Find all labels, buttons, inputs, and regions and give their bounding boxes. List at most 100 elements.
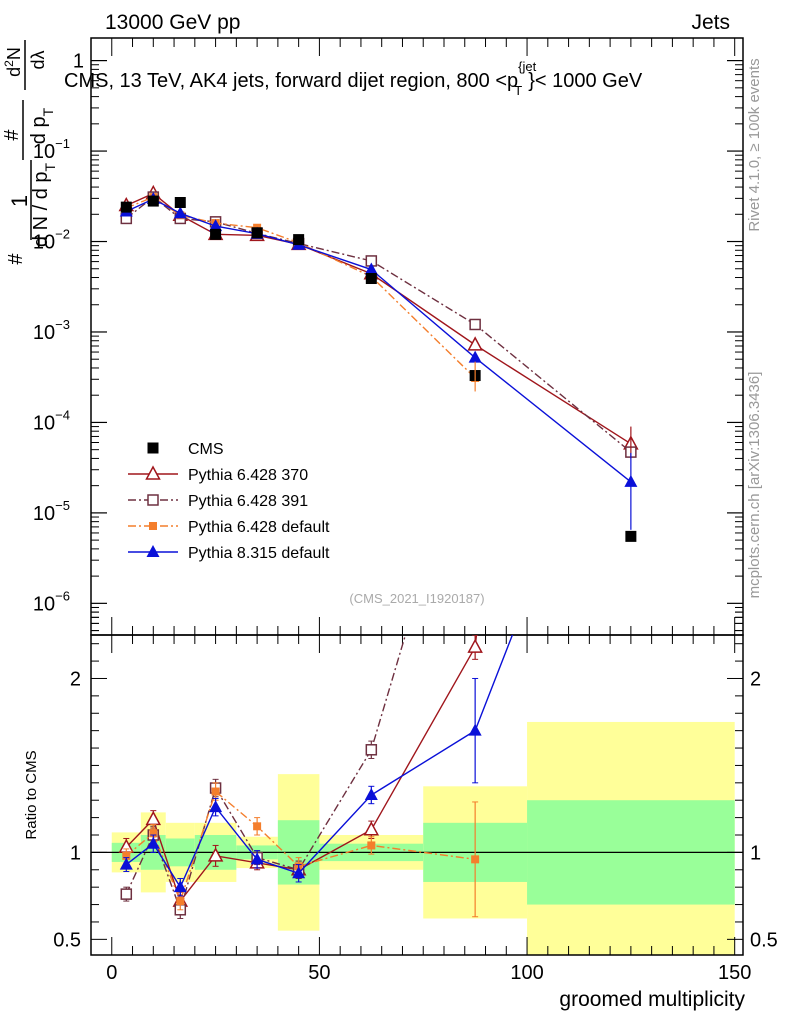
ratio-point-s2-6 [365, 744, 378, 756]
ratio-tick-label-left-2: 2 [70, 668, 81, 690]
tick-base: 10 [33, 593, 55, 615]
main-tick-label-4: 10−4 [33, 407, 70, 434]
main-series-layer [118, 184, 639, 542]
ylabel-num: 1 [7, 195, 32, 207]
ratio-point-s3-6 [367, 841, 376, 850]
ylabel-den-text: d N / d p [30, 171, 52, 247]
ratio-series-layer [118, 635, 514, 919]
series-line-1 [126, 192, 632, 445]
legend-label-1: Pythia 6.428 370 [188, 467, 308, 484]
legend-label-0: CMS [188, 441, 224, 458]
y-axis-label: 1 # d N / d pT # d pT d2N dλ [1, 40, 58, 265]
ratio-point-s4-4 [250, 852, 264, 865]
main-point-s0-0 [120, 201, 132, 213]
main-point-s0-3 [210, 228, 222, 240]
main-tick-label-6: 10−6 [33, 588, 70, 615]
main-tick-label-1: 10−1 [33, 136, 70, 163]
main-point-s0-4 [251, 227, 263, 239]
tick-exp: −5 [55, 498, 70, 513]
x-tick-label-0: 0 [106, 962, 117, 984]
ratio-point-s4-7 [468, 723, 482, 736]
tick-base: 10 [33, 503, 55, 525]
main-point-s4-3 [209, 219, 223, 232]
legend-label-3: Pythia 6.428 default [188, 519, 330, 536]
ratio-point-s1-3 [207, 847, 224, 862]
x-tick-label-2: 100 [510, 962, 543, 984]
main-point-s0-5 [293, 234, 305, 246]
legend-marker-3 [149, 522, 157, 530]
main-tick-label-3: 10−3 [33, 317, 70, 344]
ratio-uncertainty-bands [91, 721, 743, 955]
main-point-s0-6 [365, 273, 377, 285]
title-sub: T [514, 83, 522, 98]
legend-label-2: Pythia 6.428 391 [188, 493, 308, 510]
main-point-s4-6 [364, 262, 378, 275]
tick-exp: −1 [55, 136, 70, 151]
ylabel-d2n-n: N [4, 47, 24, 60]
ratio-point-s2-0 [120, 888, 133, 900]
title-sup: {jet [518, 59, 536, 74]
ylabel-deriv-den-sub: T [40, 107, 56, 116]
ratio-point-s4-1 [146, 836, 160, 849]
title-end: }< 1000 GeV [528, 70, 643, 92]
ratio-point-s4-6 [364, 788, 378, 800]
ratio-ylabel: Ratio to CMS [23, 750, 40, 839]
legend-marker-0 [147, 442, 159, 454]
mcplots-label: mcplots.cern.ch [arXiv:1306.3436] [746, 372, 763, 599]
ratio-point-s1-7 [467, 638, 483, 653]
ratio-point-s3-2 [176, 897, 185, 906]
main-point-s4-7 [468, 350, 482, 363]
tick-exp: −6 [55, 588, 70, 603]
ylabel-hash: # [5, 253, 27, 265]
main-point-s0-8 [625, 530, 637, 542]
ratio-point-s4-5 [292, 866, 306, 879]
ratio-point-s1-6 [363, 821, 380, 836]
legend-label-4: Pythia 8.315 default [188, 545, 330, 562]
x-axis-label: groomed multiplicity [559, 988, 745, 1011]
ratio-point-s3-7 [471, 855, 480, 864]
tick-exp: −3 [55, 317, 70, 332]
ratio-tick-label-right-1: 1 [750, 842, 761, 864]
tick-base: 10 [33, 322, 55, 344]
header-jets: Jets [691, 11, 730, 34]
legend-marker-4 [146, 545, 160, 557]
main-y-ticks: 110−110−210−310−410−510−6 [33, 51, 743, 632]
ylabel-deriv-den-text: d p [28, 116, 50, 144]
tick-base: 1 [73, 51, 84, 73]
ratio-point-s4-3 [209, 800, 223, 813]
ylabel-deriv-den: d pT [28, 107, 56, 144]
ylabel-dlambda: dλ [28, 50, 48, 69]
ratio-tick-label-right-0: 0.5 [750, 929, 778, 951]
legend-marker-2 [147, 494, 159, 506]
tick-exp: −4 [55, 407, 70, 422]
ratio-point-s3-0 [122, 851, 131, 860]
main-tick-label-2: 10−2 [33, 227, 70, 254]
main-point-s4-2 [173, 206, 187, 219]
legend-marker-1 [145, 465, 161, 480]
ratio-tick-label-right-2: 2 [750, 668, 761, 690]
ratio-clipped-group [118, 635, 514, 919]
x-ticks: 0 50 100 150 [106, 38, 751, 984]
ratio-frame [90, 634, 744, 956]
ylabel-d2n-sup: 2 [2, 60, 16, 67]
chart-title: CMS, 13 TeV, AK4 jets, forward dijet reg… [64, 59, 643, 98]
ylabel-den-sub: T [42, 162, 58, 171]
analysis-watermark: (CMS_2021_I1920187) [349, 591, 484, 606]
ratio-point-s4-0 [119, 857, 133, 870]
series-line-4 [126, 198, 632, 483]
series-line-3 [126, 196, 476, 379]
ratio-tick-label-left-1: 1 [70, 842, 81, 864]
tick-base: 10 [33, 141, 55, 163]
ratio-point-s3-4 [253, 822, 262, 831]
main-point-s1-7 [467, 336, 483, 351]
tick-base: 10 [33, 412, 55, 434]
x-tick-label-3: 150 [718, 962, 751, 984]
header-energy: 13000 GeV pp [105, 11, 240, 34]
legend: CMS Pythia 6.428 370 Pythia 6.428 391 Pythi… [128, 441, 330, 562]
x-tick-label-1: 50 [308, 962, 330, 984]
tick-base: 10 [33, 232, 55, 254]
main-point-s0-1 [147, 195, 159, 207]
series-line-2 [125, 196, 632, 453]
ylabel-d2n: d2N [2, 47, 24, 77]
